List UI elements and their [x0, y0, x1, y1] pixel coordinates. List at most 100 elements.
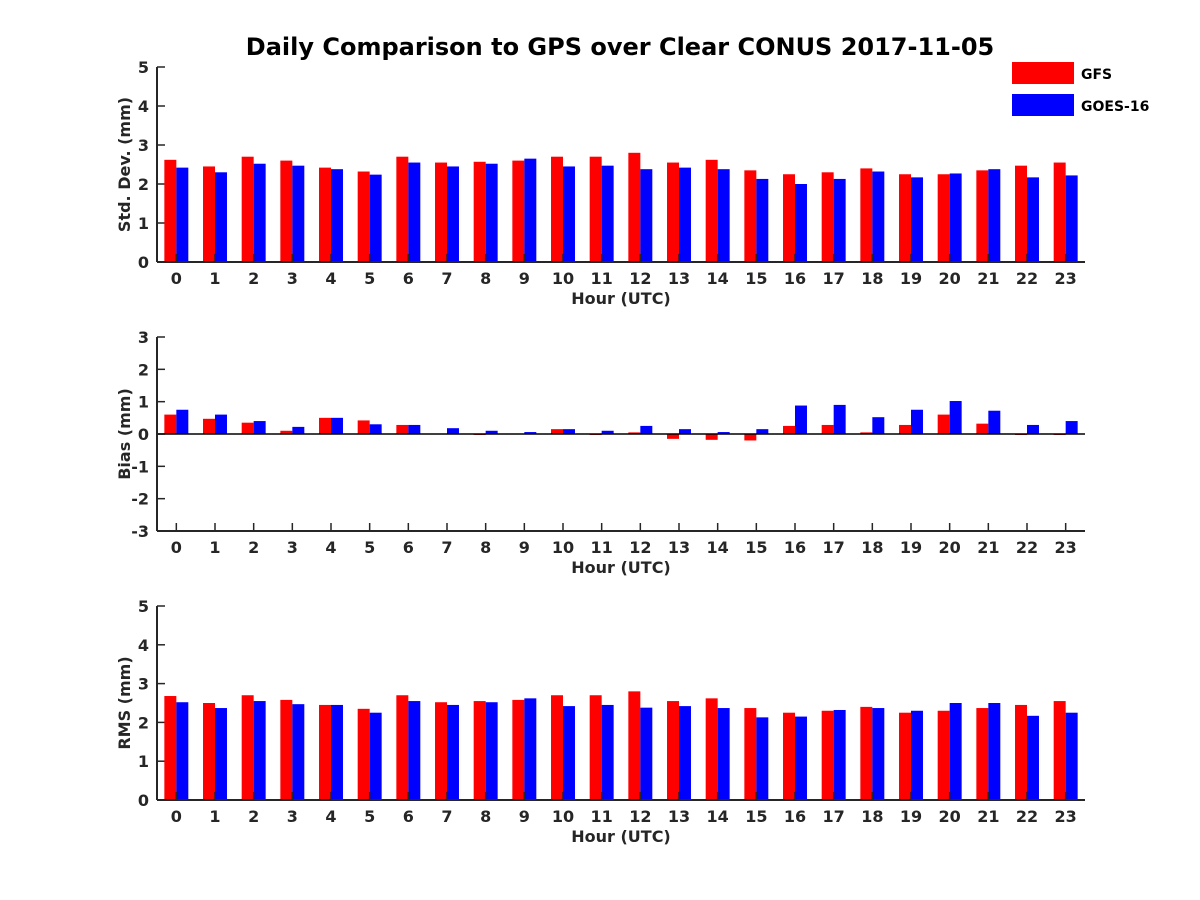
bar-goes-16-hour-12	[640, 169, 653, 262]
x-tick-label: 23	[1055, 538, 1077, 557]
bar-goes-16-hour-17	[833, 709, 846, 800]
bar-goes-16-hour-22	[1027, 424, 1039, 434]
bar-goes-16-hour-19	[911, 409, 923, 434]
x-tick-label: 18	[861, 269, 883, 288]
y-tick-label: -3	[131, 522, 149, 541]
x-tick-label: 8	[480, 269, 491, 288]
bar-gfs-hour-5	[357, 171, 370, 262]
x-tick-label: 13	[668, 807, 690, 826]
bar-goes-16-hour-2	[253, 701, 266, 800]
bar-goes-16-hour-18	[872, 708, 885, 800]
x-tick-label: 8	[480, 538, 491, 557]
x-tick-label: 22	[1016, 538, 1038, 557]
bar-goes-16-hour-9	[524, 432, 537, 434]
y-axis-label: Std. Dev. (mm)	[115, 97, 134, 232]
bar-goes-16-hour-16	[795, 184, 807, 262]
x-tick-label: 13	[668, 538, 690, 557]
bar-goes-16-hour-9	[524, 158, 537, 262]
x-tick-label: 1	[209, 807, 220, 826]
bar-gfs-hour-9	[512, 160, 525, 262]
x-tick-label: 21	[977, 538, 999, 557]
x-tick-label: 15	[745, 538, 767, 557]
bar-goes-16-hour-19	[911, 177, 923, 262]
x-tick-label: 12	[629, 807, 651, 826]
y-tick-label: 1	[138, 752, 149, 771]
bar-goes-16-hour-0	[176, 702, 189, 800]
x-tick-label: 23	[1055, 269, 1077, 288]
y-tick-label: 0	[138, 791, 149, 810]
bar-goes-16-hour-17	[833, 404, 846, 434]
bar-gfs-hour-20	[937, 414, 950, 434]
x-tick-label: 4	[325, 269, 336, 288]
bar-goes-16-hour-9	[524, 698, 537, 800]
legend-label: GOES-16	[1081, 99, 1149, 115]
bar-goes-16-hour-11	[601, 704, 614, 800]
x-tick-label: 16	[784, 807, 806, 826]
bar-gfs-hour-16	[783, 712, 795, 800]
bar-goes-16-hour-7	[447, 166, 459, 262]
x-tick-label: 23	[1055, 807, 1077, 826]
bar-gfs-hour-7	[435, 702, 447, 800]
bar-gfs-hour-0	[164, 159, 177, 262]
x-tick-label: 4	[325, 538, 336, 557]
bar-goes-16-hour-8	[485, 163, 498, 262]
bar-gfs-hour-4	[319, 417, 331, 434]
x-tick-label: 0	[171, 538, 182, 557]
bar-goes-16-hour-1	[215, 172, 227, 262]
x-tick-label: 10	[552, 807, 574, 826]
bar-gfs-hour-8	[473, 701, 486, 800]
bar-gfs-hour-13	[667, 701, 679, 800]
bar-gfs-hour-9	[512, 699, 525, 800]
bar-goes-16-hour-21	[988, 410, 1001, 434]
x-tick-label: 2	[248, 807, 259, 826]
x-tick-label: 7	[441, 269, 452, 288]
x-tick-label: 0	[171, 807, 182, 826]
bar-goes-16-hour-0	[176, 409, 189, 434]
x-tick-label: 19	[900, 269, 922, 288]
x-tick-label: 11	[591, 538, 613, 557]
bar-goes-16-hour-10	[563, 166, 575, 262]
bar-goes-16-hour-23	[1065, 712, 1078, 800]
legend-swatch-goes-16	[1012, 94, 1074, 116]
bar-gfs-hour-6	[396, 424, 409, 434]
bar-gfs-hour-23	[1053, 701, 1066, 800]
x-tick-label: 2	[248, 269, 259, 288]
bar-gfs-hour-10	[551, 156, 563, 262]
bar-goes-16-hour-23	[1065, 175, 1078, 262]
y-tick-label: 2	[138, 360, 149, 379]
bar-gfs-hour-5	[357, 708, 370, 800]
bar-goes-16-hour-8	[485, 702, 498, 800]
bar-gfs-hour-15	[744, 170, 757, 262]
x-tick-label: 1	[209, 538, 220, 557]
bar-gfs-hour-12	[628, 691, 641, 800]
bar-goes-16-hour-10	[563, 706, 575, 800]
x-tick-label: 9	[519, 807, 530, 826]
x-tick-label: 8	[480, 807, 491, 826]
bar-gfs-hour-10	[551, 429, 563, 434]
x-tick-label: 17	[823, 807, 845, 826]
bar-gfs-hour-18	[860, 168, 873, 262]
legend-label: GFS	[1081, 67, 1112, 83]
x-tick-label: 1	[209, 269, 220, 288]
bar-goes-16-hour-18	[872, 171, 885, 262]
x-tick-label: 6	[403, 269, 414, 288]
bar-goes-16-hour-18	[872, 417, 885, 434]
bar-gfs-hour-11	[589, 695, 602, 800]
y-tick-label: 0	[138, 253, 149, 272]
bar-goes-16-hour-15	[756, 429, 769, 434]
y-axis-label: Bias (mm)	[115, 388, 134, 480]
bar-gfs-hour-13	[667, 434, 679, 439]
bar-goes-16-hour-15	[756, 178, 769, 262]
x-tick-label: 6	[403, 538, 414, 557]
x-tick-label: 22	[1016, 807, 1038, 826]
x-tick-label: 5	[364, 269, 375, 288]
y-tick-label: 5	[138, 597, 149, 616]
y-tick-label: 3	[138, 136, 149, 155]
bar-gfs-hour-22	[1015, 165, 1027, 262]
bar-gfs-hour-13	[667, 162, 679, 262]
bar-gfs-hour-19	[899, 424, 911, 434]
bar-goes-16-hour-0	[176, 167, 189, 262]
x-tick-label: 10	[552, 269, 574, 288]
